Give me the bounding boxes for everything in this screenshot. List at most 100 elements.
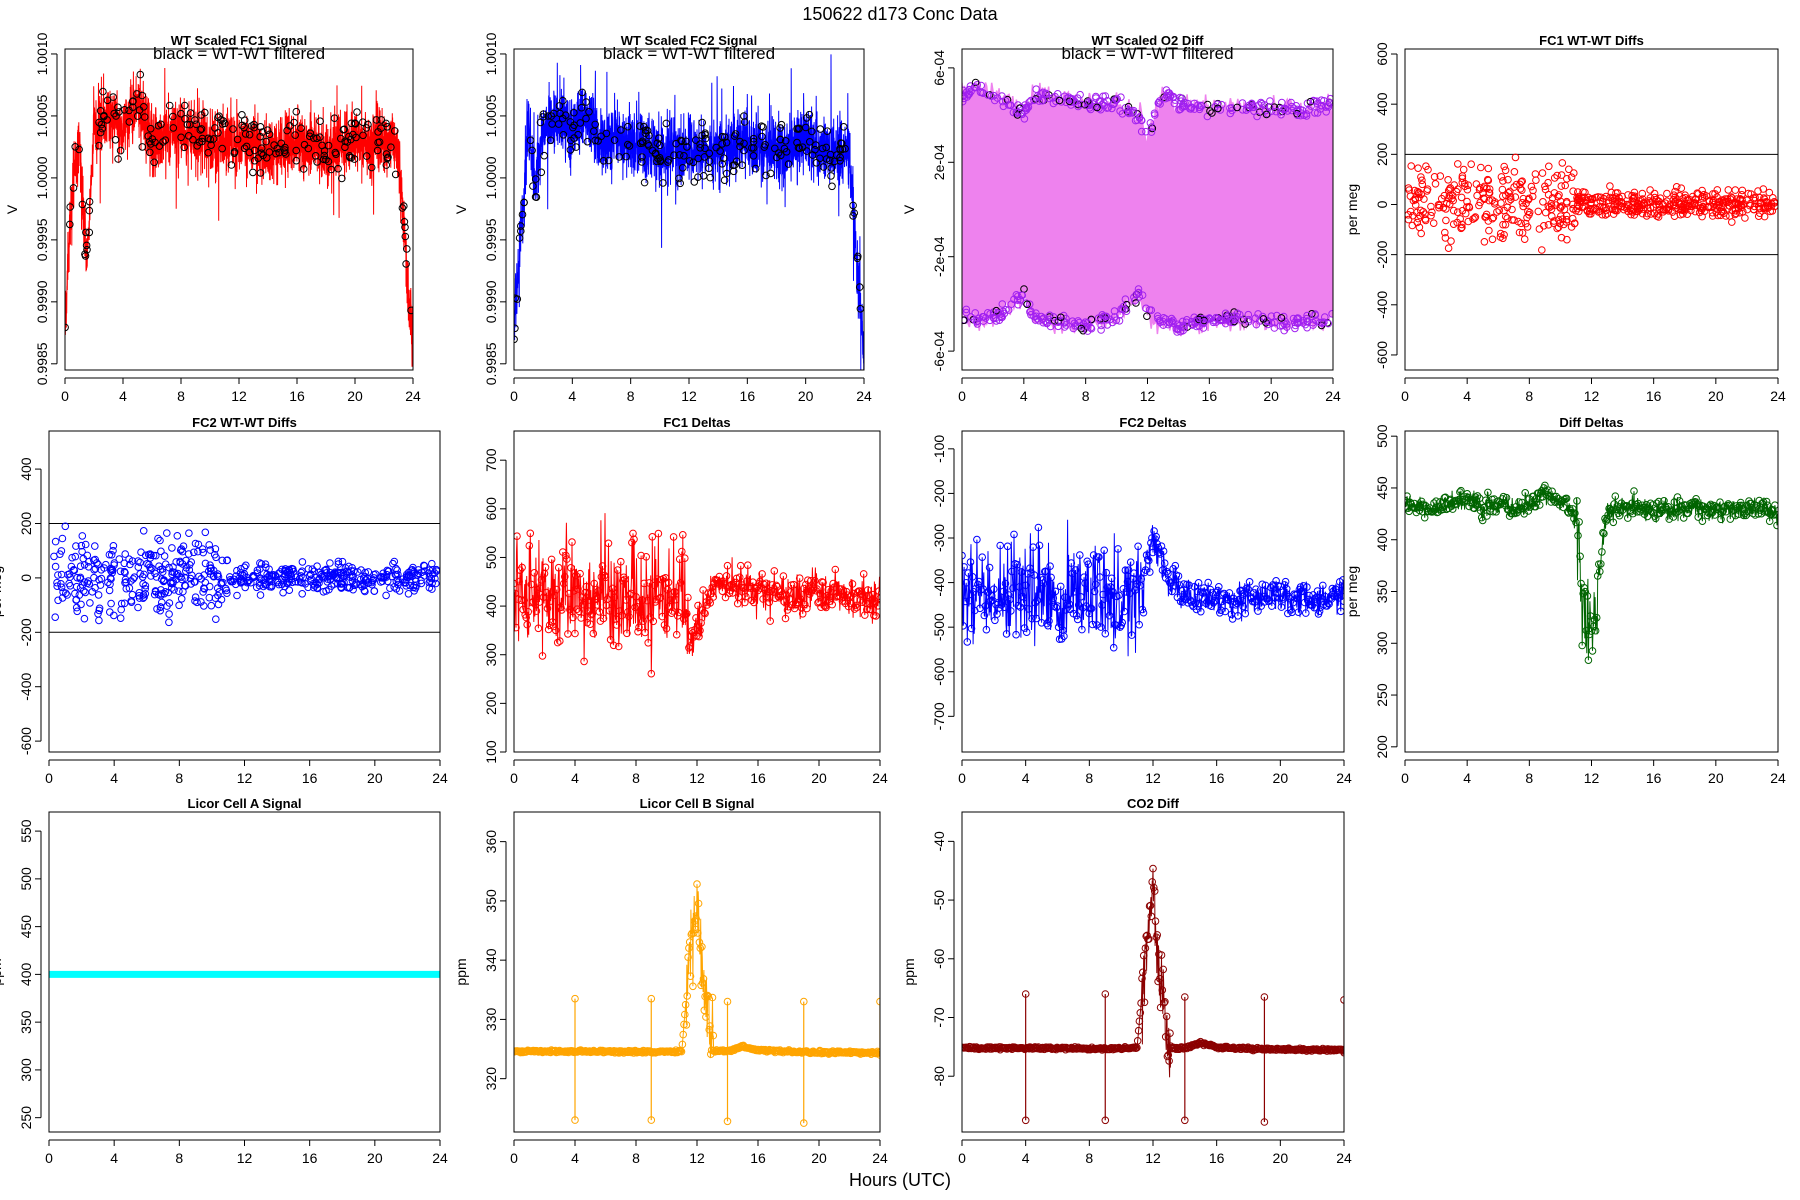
diff-point xyxy=(1497,199,1505,207)
filtered-point xyxy=(362,124,371,132)
delta-point xyxy=(1121,566,1130,575)
diff-point xyxy=(1485,196,1493,205)
diff-point xyxy=(1022,103,1030,112)
filtered-point xyxy=(766,169,775,178)
filtered-point xyxy=(292,156,301,165)
filtered-point xyxy=(758,132,766,141)
filtered-point xyxy=(838,145,847,154)
diff-point xyxy=(1101,92,1110,100)
diff-point xyxy=(1418,180,1427,189)
diff-point xyxy=(1406,192,1415,200)
diff-point xyxy=(1613,199,1621,208)
filtered-point xyxy=(808,151,817,159)
filtered-point xyxy=(75,145,83,154)
delta-point xyxy=(734,593,743,601)
delta-point xyxy=(523,620,532,629)
delta-point xyxy=(1338,586,1344,595)
filtered-point xyxy=(692,136,700,144)
delta-point xyxy=(722,572,731,580)
diff-point xyxy=(1217,316,1225,325)
filtered-point xyxy=(204,148,212,157)
filtered-point xyxy=(827,164,836,172)
delta-point xyxy=(1087,604,1096,613)
delta-point xyxy=(1420,513,1429,522)
diff-point xyxy=(360,586,369,595)
filtered-point xyxy=(720,176,729,184)
x-axis: 0 4 8 12 16 20 24 xyxy=(958,377,1341,404)
delta-point xyxy=(568,538,576,546)
diff-point xyxy=(1004,101,1013,109)
filtered-point xyxy=(184,132,193,140)
delta-point xyxy=(1598,548,1606,556)
filtered-point xyxy=(816,125,825,133)
y-tick-label: 200 xyxy=(483,691,499,715)
diff-point xyxy=(425,573,434,581)
delta-point xyxy=(1135,620,1143,629)
diff-point xyxy=(1183,316,1191,324)
diff-point xyxy=(1025,300,1034,309)
diff-point xyxy=(963,93,971,101)
diff-point xyxy=(1484,176,1493,185)
filtered-point xyxy=(798,143,807,151)
diff-point xyxy=(1623,200,1631,209)
delta-point xyxy=(1315,607,1324,616)
delta-point xyxy=(681,554,689,563)
y-tick-label: 550 xyxy=(18,819,34,843)
diff-point xyxy=(90,573,98,582)
diff-point xyxy=(1756,199,1764,207)
diff-point xyxy=(417,579,426,588)
filtered-point xyxy=(254,154,263,162)
delta-point xyxy=(1008,567,1016,576)
x-tick-label: 20 xyxy=(1273,770,1289,786)
delta-point xyxy=(582,582,591,591)
diff-point xyxy=(1754,187,1762,195)
filtered-point xyxy=(382,161,391,169)
diff-point xyxy=(1493,208,1501,216)
diff-point xyxy=(1035,97,1043,105)
delta-point xyxy=(638,596,646,604)
delta-point xyxy=(525,541,534,550)
x-tick-label: 12 xyxy=(237,770,253,786)
delta-point xyxy=(595,608,604,616)
delta-point xyxy=(637,551,645,560)
delta-point xyxy=(569,613,577,622)
delta-point xyxy=(1085,609,1094,618)
filtered-point xyxy=(382,150,391,158)
diff-point xyxy=(1257,98,1265,107)
x-tick-label: 0 xyxy=(510,770,518,786)
filtered-point xyxy=(718,140,726,148)
delta-point xyxy=(1571,509,1579,518)
diff-point xyxy=(1428,208,1436,216)
diff-point xyxy=(1659,205,1667,213)
ppm-point xyxy=(708,993,717,1002)
filtered-point xyxy=(71,143,79,151)
diff-point xyxy=(298,567,306,576)
filtered-point xyxy=(99,87,107,96)
delta-point xyxy=(1096,573,1104,581)
diff-point xyxy=(305,572,314,580)
filtered-point xyxy=(838,139,846,148)
x-tick-label: 8 xyxy=(1525,388,1533,404)
diff-point xyxy=(214,600,223,609)
diff-point xyxy=(1431,180,1440,188)
diff-point xyxy=(1264,317,1272,326)
delta-point xyxy=(640,579,648,588)
x-tick-label: 20 xyxy=(347,388,363,404)
diff-point xyxy=(1568,214,1577,223)
delta-point xyxy=(1109,643,1118,652)
delta-point xyxy=(1742,511,1750,520)
filtered-point xyxy=(849,212,857,220)
delta-point xyxy=(1597,560,1605,568)
delta-point xyxy=(831,565,840,574)
delta-point xyxy=(692,614,700,622)
y-tick-label: 450 xyxy=(1374,476,1390,500)
delta-point xyxy=(1126,558,1135,567)
x-tick-label: 12 xyxy=(1145,1150,1161,1166)
delta-point xyxy=(1282,585,1291,593)
delta-point xyxy=(1489,507,1497,516)
ppm-point xyxy=(1150,883,1158,892)
x-tick-label: 0 xyxy=(510,388,518,404)
diff-point xyxy=(157,547,165,556)
x-tick-label: 16 xyxy=(1209,1150,1225,1166)
diff-point xyxy=(109,546,117,555)
